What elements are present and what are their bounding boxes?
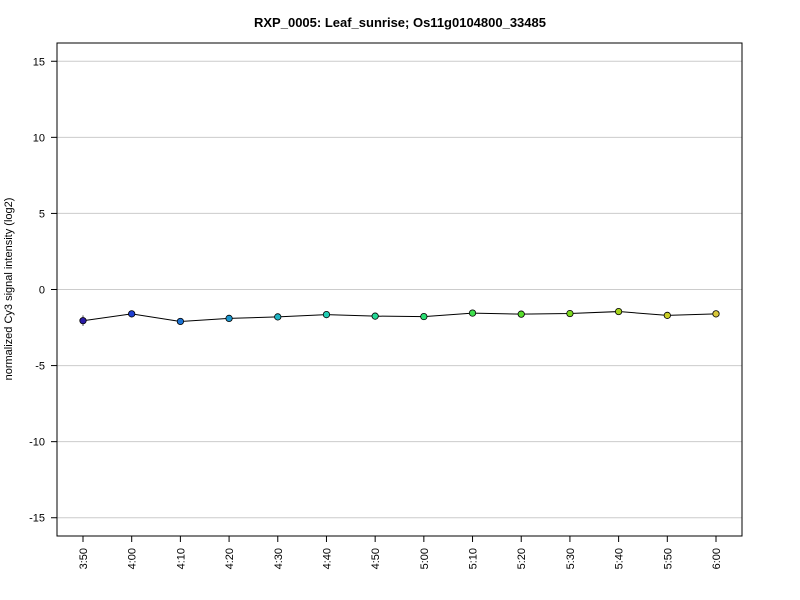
data-point bbox=[322, 311, 331, 319]
data-point bbox=[663, 311, 671, 319]
data-point bbox=[274, 313, 282, 321]
y-axis: -15 -10 -5 0 5 10 15 bbox=[29, 56, 57, 525]
x-tick-label: 5:40 bbox=[614, 548, 626, 569]
data-point bbox=[517, 310, 525, 318]
x-axis: 3:50 4:00 4:10 4:20 4:30 4:40 4:50 5:00 5:10 5:20… bbox=[78, 535, 723, 569]
data-point bbox=[615, 307, 623, 316]
y-tick-label: -15 bbox=[29, 513, 45, 525]
y-tick-label: 5 bbox=[39, 208, 45, 220]
x-tick-label: 4:10 bbox=[175, 548, 187, 569]
x-tick-label: 4:50 bbox=[370, 548, 382, 569]
series-line bbox=[82, 311, 717, 322]
data-point bbox=[712, 310, 720, 318]
x-tick-label: 3:50 bbox=[78, 548, 90, 569]
y-axis-title: normalized Cy3 signal intensity (log2) bbox=[3, 198, 15, 381]
data-point bbox=[468, 309, 477, 317]
x-tick-label: 5:10 bbox=[468, 548, 480, 569]
x-tick-label: 4:20 bbox=[224, 548, 236, 569]
data-point bbox=[176, 317, 184, 326]
data-point bbox=[79, 317, 87, 325]
x-tick-label: 6:00 bbox=[711, 548, 723, 569]
data-point bbox=[128, 310, 136, 318]
x-tick-label: 4:30 bbox=[273, 548, 285, 569]
data-point bbox=[225, 314, 233, 323]
y-tick-label: -5 bbox=[35, 361, 45, 373]
x-tick-label: 5:00 bbox=[419, 548, 431, 569]
chart-title: RXP_0005: Leaf_sunrise; Os11g0104800_334… bbox=[254, 15, 546, 30]
series bbox=[79, 307, 720, 327]
x-tick-label: 5:30 bbox=[565, 548, 577, 569]
y-tick-label: 10 bbox=[33, 132, 45, 144]
x-tick-label: 5:20 bbox=[516, 548, 528, 569]
data-point bbox=[566, 309, 574, 318]
gridlines bbox=[57, 60, 742, 519]
x-tick-label: 4:00 bbox=[127, 548, 139, 569]
y-tick-label: -10 bbox=[29, 437, 45, 449]
data-point bbox=[371, 312, 379, 320]
x-tick-label: 4:40 bbox=[321, 548, 333, 569]
x-tick-label: 5:50 bbox=[662, 548, 674, 569]
y-tick-label: 15 bbox=[33, 56, 45, 68]
y-tick-label: 0 bbox=[39, 285, 45, 297]
data-point bbox=[420, 312, 428, 321]
